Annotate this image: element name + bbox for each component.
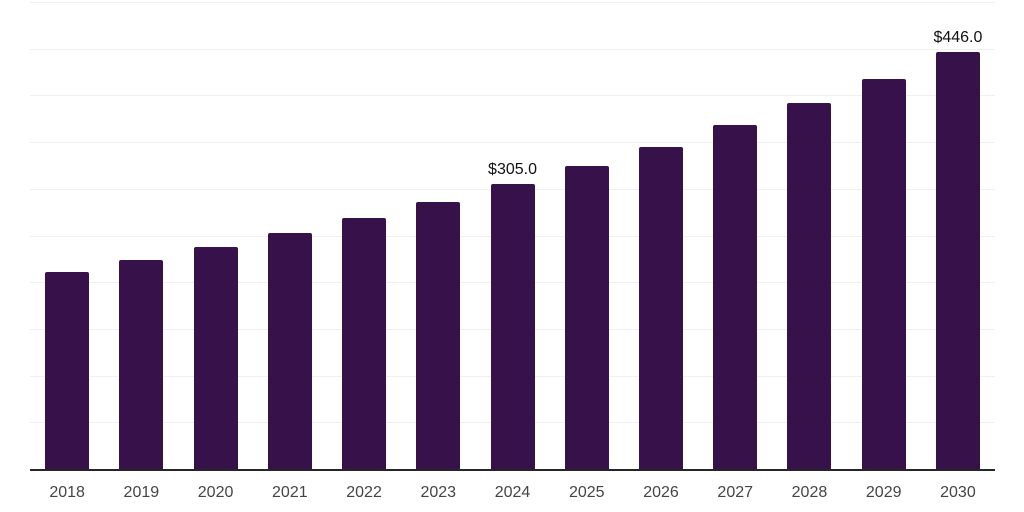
data-label-2030: $446.0 (933, 29, 983, 47)
bar-2024 (490, 184, 535, 469)
bar-slot (624, 2, 698, 469)
bar-slot (178, 2, 252, 469)
bar-slot (327, 2, 401, 469)
bar-2022 (342, 217, 387, 469)
bar-slot (772, 2, 846, 469)
bar-slot (550, 2, 624, 469)
bar-2023 (416, 201, 461, 469)
bar-2019 (119, 259, 164, 469)
x-tick-2028: 2028 (791, 484, 828, 501)
bar-2026 (638, 146, 683, 469)
x-tick-2018: 2018 (49, 484, 85, 501)
x-tick-2024: 2024 (494, 484, 531, 501)
gridline (30, 142, 995, 144)
bar-2025 (564, 166, 609, 469)
x-tick-2022: 2022 (346, 484, 382, 501)
gridline (30, 95, 995, 97)
x-tick-2023: 2023 (420, 484, 457, 501)
bar-2027 (713, 125, 758, 469)
gridline (30, 48, 995, 50)
x-tick-2026: 2026 (643, 484, 679, 501)
bar-slot (401, 2, 475, 469)
bar-2018 (45, 271, 90, 469)
x-tick-2019: 2019 (123, 484, 160, 501)
bars-row: $305.0 $446.0 (30, 2, 995, 469)
x-tick-2025: 2025 (568, 484, 605, 501)
bar-slot: $446.0 (921, 2, 995, 469)
bar-2028 (787, 102, 832, 469)
bar-2029 (861, 78, 906, 469)
bar-slot (30, 2, 104, 469)
bar-slot (104, 2, 178, 469)
gridline (30, 2, 995, 3)
bar-2030 (935, 52, 980, 469)
x-axis-line (30, 469, 995, 471)
x-axis-labels: 2018 2019 2020 2021 2022 2023 2024 2025 2026 2027… (30, 471, 995, 502)
bar-slot (253, 2, 327, 469)
bar-slot (847, 2, 921, 469)
bar-2020 (193, 246, 238, 469)
bar-2021 (267, 232, 312, 469)
x-tick-2027: 2027 (717, 484, 754, 501)
x-tick-2021: 2021 (272, 484, 308, 501)
bar-slot (698, 2, 772, 469)
x-tick-2030: 2030 (940, 484, 976, 501)
bar-slot: $305.0 (475, 2, 549, 469)
data-label-2024: $305.0 (488, 161, 537, 179)
plot-area: $305.0 $446.0 (30, 2, 995, 471)
x-tick-2029: 2029 (865, 484, 902, 501)
x-tick-2020: 2020 (197, 484, 234, 501)
